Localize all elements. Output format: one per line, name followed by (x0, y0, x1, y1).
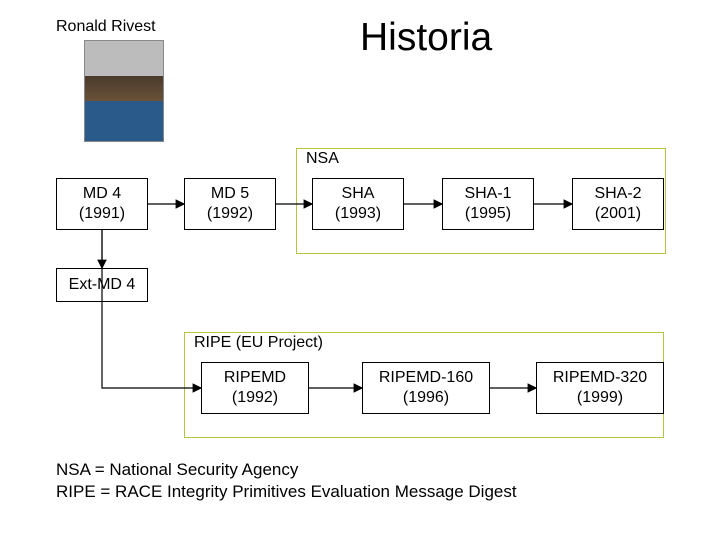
author-photo (84, 40, 164, 142)
node-md4: MD 4 (1991) (56, 178, 148, 230)
node-year: (1996) (403, 388, 449, 408)
node-label: RIPEMD-160 (379, 368, 473, 388)
node-md5: MD 5 (1992) (184, 178, 276, 230)
node-ripemd: RIPEMD (1992) (201, 362, 309, 414)
node-year: (1993) (335, 204, 381, 224)
node-label: SHA-1 (464, 184, 511, 204)
node-year: (1999) (577, 388, 623, 408)
node-year: (2001) (595, 204, 641, 224)
node-label: SHA (342, 184, 375, 204)
node-sha1: SHA-1 (1995) (442, 178, 534, 230)
node-label: MD 5 (211, 184, 249, 204)
node-sha: SHA (1993) (312, 178, 404, 230)
footnote-nsa: NSA = National Security Agency (56, 460, 298, 480)
ripe-group-label: RIPE (EU Project) (194, 334, 323, 352)
node-label: RIPEMD-320 (553, 368, 647, 388)
node-ripemd160: RIPEMD-160 (1996) (362, 362, 490, 414)
footnote-ripe: RIPE = RACE Integrity Primitives Evaluat… (56, 482, 517, 502)
page-title: Historia (360, 16, 560, 68)
node-year: (1992) (232, 388, 278, 408)
author-label: Ronald Rivest (56, 18, 196, 38)
node-extmd4: Ext-MD 4 (56, 268, 148, 302)
node-year: (1995) (465, 204, 511, 224)
node-label: Ext-MD 4 (69, 275, 136, 295)
node-year: (1991) (79, 204, 125, 224)
nsa-group-label: NSA (306, 150, 339, 168)
node-label: SHA-2 (594, 184, 641, 204)
node-year: (1992) (207, 204, 253, 224)
node-ripemd320: RIPEMD-320 (1999) (536, 362, 664, 414)
node-label: RIPEMD (224, 368, 286, 388)
node-label: MD 4 (83, 184, 121, 204)
node-sha2: SHA-2 (2001) (572, 178, 664, 230)
